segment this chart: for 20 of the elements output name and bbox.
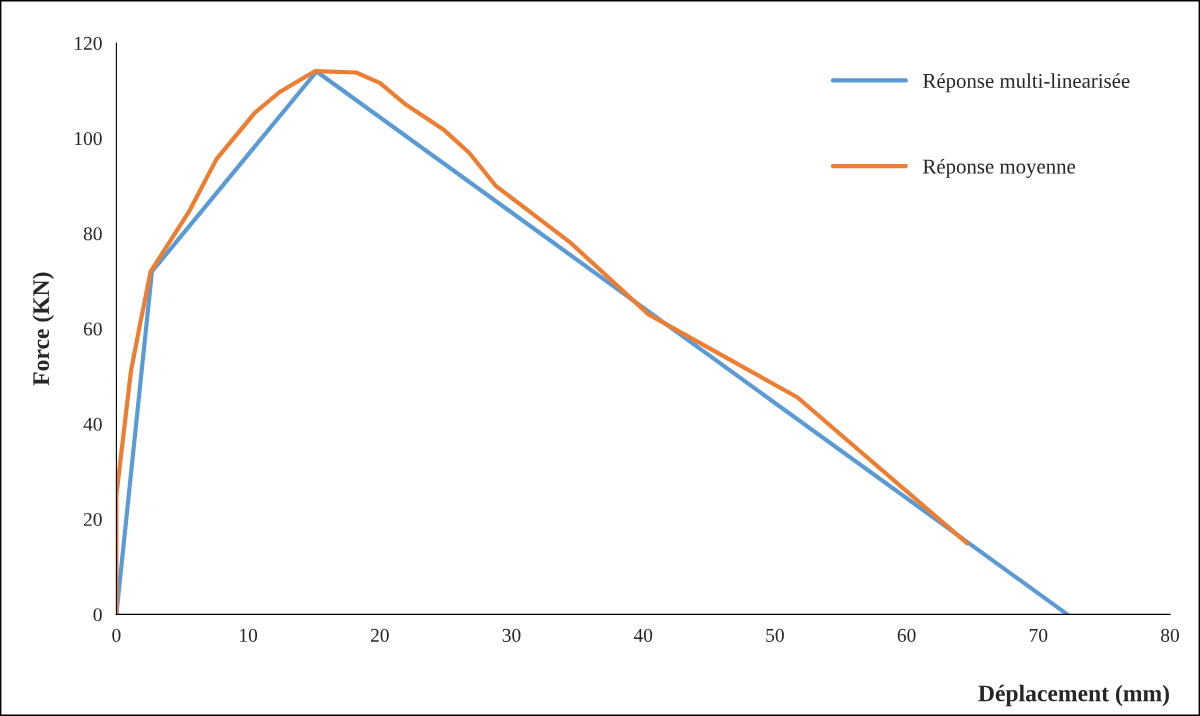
y-axis-title: Force (KN) xyxy=(32,272,54,386)
x-tick-label: 60 xyxy=(897,628,916,642)
y-tick-label: 60 xyxy=(83,322,102,336)
y-tick-label: 80 xyxy=(83,227,102,241)
x-tick-label: 70 xyxy=(1029,628,1048,642)
x-tick-label: 20 xyxy=(370,628,389,642)
x-axis-title: Déplacement (mm) xyxy=(978,684,1169,707)
y-tick-label: 120 xyxy=(75,36,102,50)
x-tick-label: 30 xyxy=(502,628,521,642)
y-tick-label: 20 xyxy=(83,512,102,527)
y-tick-label: 100 xyxy=(75,132,102,146)
legend-label: Réponse moyenne xyxy=(923,158,1076,178)
x-tick-label: 50 xyxy=(766,628,784,642)
x-tick-label: 10 xyxy=(240,628,258,642)
y-tick-label: 0 xyxy=(93,608,102,622)
legend-label: Réponse multi-linearisée xyxy=(923,73,1130,93)
x-tick-label: 40 xyxy=(633,628,653,642)
y-tick-label: 40 xyxy=(83,417,102,431)
x-tick-label: 0 xyxy=(112,628,121,642)
x-tick-label: 80 xyxy=(1161,628,1179,642)
